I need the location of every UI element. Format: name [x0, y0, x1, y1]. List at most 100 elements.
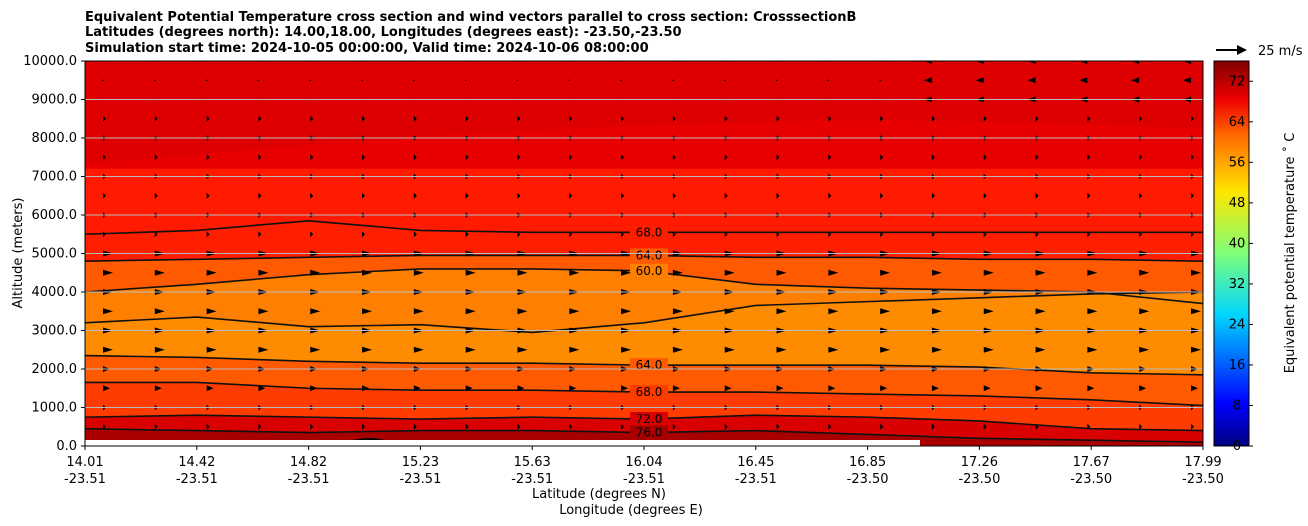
- wind-vector: [413, 385, 421, 392]
- wind-vector: [154, 231, 158, 238]
- wind-vector: [102, 79, 104, 82]
- wind-vector: [465, 231, 469, 238]
- wind-vector: [413, 79, 415, 82]
- wind-vector: [103, 231, 106, 238]
- wind-vector: [621, 231, 625, 238]
- colorbar-tick-label: 64: [1229, 115, 1246, 130]
- x-tick-label-lat: 14.42: [178, 455, 215, 470]
- wind-vector: [880, 231, 884, 238]
- wind-vector: [1191, 192, 1194, 199]
- wind-vector: [206, 346, 217, 353]
- wind-vector: [1139, 346, 1150, 353]
- wind-vector: [723, 79, 726, 82]
- y-tick-label: 0.0: [56, 439, 77, 454]
- wind-vector: [1191, 385, 1198, 392]
- wind-vector: [413, 346, 424, 353]
- wind-vector: [516, 79, 519, 82]
- wind-vector: [206, 231, 210, 238]
- contour-fill-band: [85, 292, 1203, 375]
- quiver-key: 25 m/s: [1216, 44, 1303, 59]
- wind-vector: [206, 154, 210, 161]
- wind-vector: [517, 115, 521, 122]
- wind-vector: [1139, 231, 1143, 238]
- wind-vector: [1087, 423, 1091, 430]
- wind-vector: [568, 79, 571, 82]
- wind-vector: [1139, 308, 1150, 315]
- wind-vector: [1087, 115, 1091, 122]
- wind-vector: [621, 115, 625, 122]
- wind-vector: [413, 231, 417, 238]
- wind-vector: [1027, 77, 1036, 84]
- wind-vector: [1079, 77, 1088, 84]
- wind-vector: [154, 308, 165, 315]
- wind-vector: [983, 385, 991, 392]
- wind-vector: [621, 308, 632, 315]
- x-tick-label-lon: -23.51: [176, 472, 218, 487]
- wind-vector: [1139, 115, 1143, 122]
- colorbar-tick-label: 40: [1229, 236, 1246, 251]
- wind-vector: [517, 346, 528, 353]
- wind-vector: [672, 385, 680, 392]
- wind-vector: [776, 346, 787, 353]
- wind-vector: [154, 154, 158, 161]
- colorbar-tick-label: 8: [1233, 398, 1241, 413]
- wind-vector: [776, 269, 787, 276]
- wind-vector: [258, 192, 262, 199]
- wind-vector: [258, 154, 262, 161]
- x-tick-label-lon: -23.50: [1070, 472, 1112, 487]
- wind-vector: [672, 154, 676, 161]
- contour-label: 64.0: [636, 358, 663, 372]
- wind-vector: [923, 77, 932, 84]
- wind-vector: [362, 115, 366, 122]
- wind-vector: [724, 231, 728, 238]
- x-tick-label-lat: 15.23: [402, 455, 439, 470]
- wind-vector: [621, 385, 629, 392]
- x-tick-label-lat: 16.45: [737, 455, 774, 470]
- contour-label: 64.0: [636, 248, 663, 262]
- colorbar-tick-label: 72: [1229, 74, 1246, 89]
- wind-vector: [1139, 154, 1143, 161]
- chart-title-line-2: Latitudes (degrees north): 14.00,18.00, …: [85, 25, 682, 40]
- x-tick-label-lat: 14.01: [66, 455, 103, 470]
- wind-vector: [983, 346, 994, 353]
- colorbar-tick-label: 32: [1229, 277, 1246, 292]
- wind-vector: [880, 154, 884, 161]
- x-tick-label-lon: -23.51: [288, 472, 330, 487]
- wind-vector: [413, 154, 417, 161]
- wind-vector: [931, 154, 935, 161]
- wind-vector: [672, 79, 674, 82]
- terrain-sea-strip: [85, 440, 920, 446]
- wind-vector: [569, 423, 573, 430]
- wind-vector: [828, 115, 832, 122]
- wind-vector: [672, 192, 676, 199]
- contour-label-bg: [630, 263, 668, 278]
- x-tick-label-lon: -23.51: [64, 472, 106, 487]
- wind-vector: [776, 308, 787, 315]
- y-tick-label: 10000.0: [23, 54, 77, 69]
- wind-vector: [931, 269, 942, 276]
- y-tick-label: 9000.0: [32, 93, 78, 108]
- wind-vector: [569, 346, 580, 353]
- wind-vector: [258, 423, 262, 430]
- wind-vector: [983, 231, 987, 238]
- wind-vector: [931, 423, 935, 430]
- wind-vector: [621, 154, 625, 161]
- wind-vector: [1035, 385, 1043, 392]
- wind-vector: [983, 115, 987, 122]
- y-tick-label: 2000.0: [32, 362, 78, 377]
- wind-vector: [517, 308, 528, 315]
- wind-vector: [1087, 154, 1091, 161]
- wind-vector: [672, 231, 676, 238]
- wind-vector: [465, 115, 469, 122]
- wind-vector: [206, 308, 217, 315]
- wind-vector: [975, 77, 984, 84]
- wind-vector: [258, 346, 269, 353]
- contour-label: 72.0: [636, 412, 663, 426]
- y-tick-label: 6000.0: [32, 208, 78, 223]
- wind-vector: [983, 154, 987, 161]
- y-axis-label: Altitude (meters): [11, 198, 26, 309]
- wind-vector: [724, 346, 735, 353]
- x-tick-label-lon: -23.50: [847, 472, 889, 487]
- wind-vector: [154, 192, 158, 199]
- wind-vector: [1035, 115, 1039, 122]
